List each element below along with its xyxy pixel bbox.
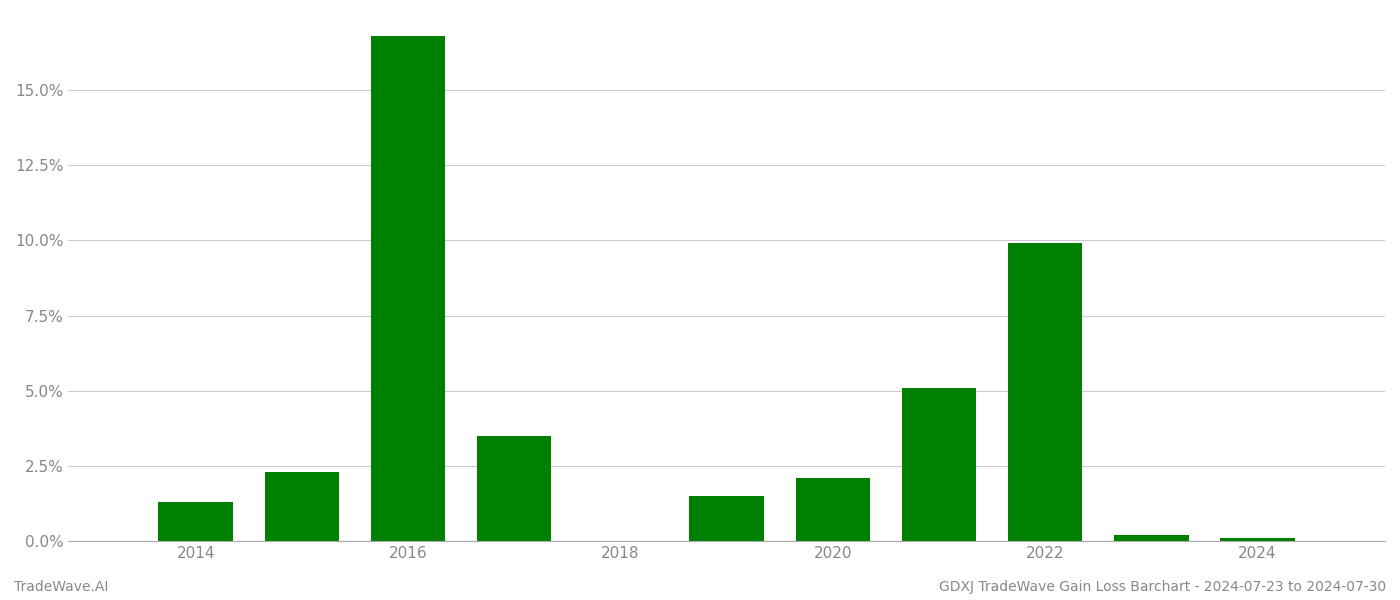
Bar: [371, 36, 445, 541]
Bar: [1221, 538, 1295, 541]
Bar: [265, 472, 339, 541]
Bar: [1114, 535, 1189, 541]
Text: TradeWave.AI: TradeWave.AI: [14, 580, 108, 594]
Bar: [902, 388, 976, 541]
Text: GDXJ TradeWave Gain Loss Barchart - 2024-07-23 to 2024-07-30: GDXJ TradeWave Gain Loss Barchart - 2024…: [939, 580, 1386, 594]
Bar: [158, 502, 232, 541]
Bar: [1008, 244, 1082, 541]
Bar: [689, 496, 764, 541]
Bar: [795, 478, 869, 541]
Bar: [477, 436, 552, 541]
